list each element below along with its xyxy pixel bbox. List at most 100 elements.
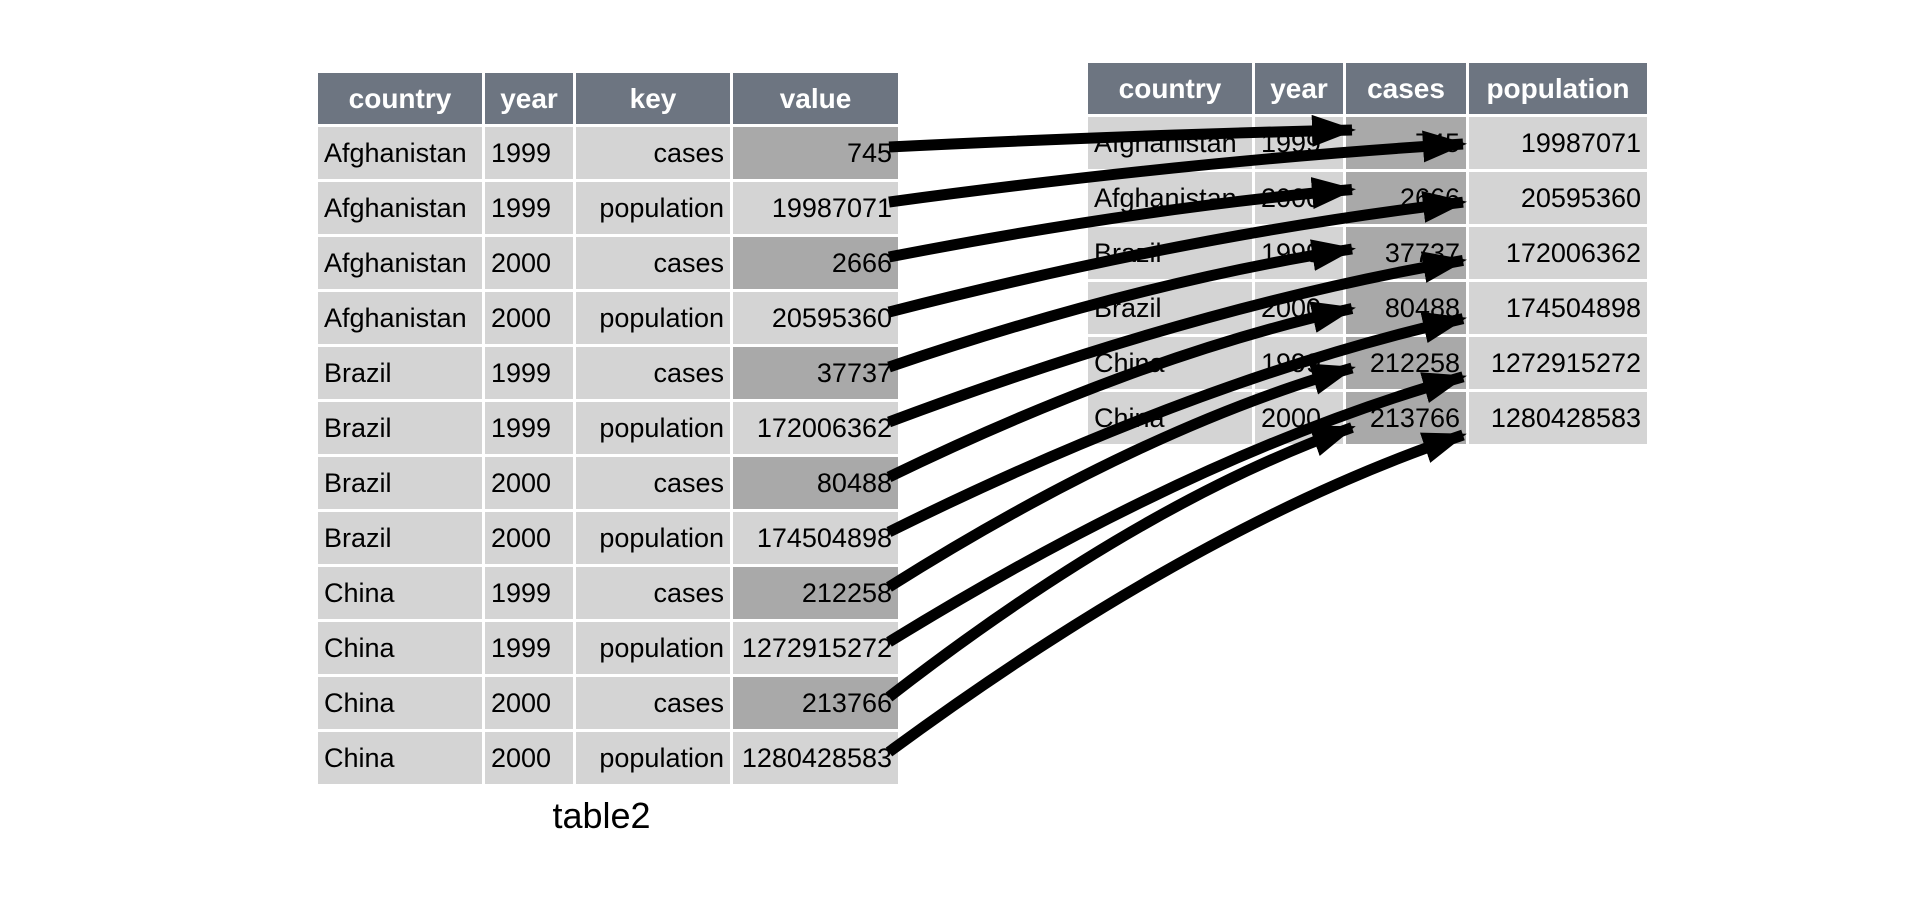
- column-header: year: [1255, 63, 1343, 114]
- table-cell: population: [576, 732, 730, 784]
- table-cell: Afghanistan: [1088, 117, 1252, 169]
- table-cell: 174504898: [733, 512, 898, 564]
- table-cell: 20595360: [733, 292, 898, 344]
- table-cell: 1272915272: [1469, 337, 1647, 389]
- table-cell: 2000: [485, 732, 573, 784]
- table-cell: Brazil: [318, 347, 482, 399]
- highlighted-value-cell: 212258: [1346, 337, 1466, 389]
- table-row: Afghanistan 2000 population 20595360: [318, 292, 898, 344]
- value-arrow: [885, 429, 1467, 757]
- table-row: China 2000 213766 1280428583: [1088, 392, 1647, 444]
- column-header: country: [318, 73, 482, 124]
- column-header: key: [576, 73, 730, 124]
- table-cell: population: [576, 512, 730, 564]
- table-cell: population: [576, 622, 730, 674]
- table-cell: China: [318, 567, 482, 619]
- table-cell: population: [576, 402, 730, 454]
- table-cell: 2000: [485, 677, 573, 729]
- highlighted-value-cell: 213766: [733, 677, 898, 729]
- table2-body: Afghanistan 1999 cases 745 Afghanistan 1999 po…: [318, 127, 898, 784]
- table-row: Brazil 2000 cases 80488: [318, 457, 898, 509]
- table-cell: 2000: [1255, 392, 1343, 444]
- column-header: population: [1469, 63, 1647, 114]
- table2-header-row: country year key value: [318, 73, 898, 124]
- table-cell: China: [318, 732, 482, 784]
- table-cell: Brazil: [318, 457, 482, 509]
- table-cell: 1999: [485, 402, 573, 454]
- table-cell: 1272915272: [733, 622, 898, 674]
- table-row: China 2000 population 1280428583: [318, 732, 898, 784]
- column-header: value: [733, 73, 898, 124]
- table-row: China 1999 population 1272915272: [318, 622, 898, 674]
- table-cell: 2000: [485, 292, 573, 344]
- table-cell: Brazil: [1088, 282, 1252, 334]
- header-row: country year cases population: [1088, 63, 1647, 114]
- table-cell: China: [1088, 337, 1252, 389]
- header-row: country year key value: [318, 73, 898, 124]
- table-row: China 2000 cases 213766: [318, 677, 898, 729]
- table-cell: population: [576, 182, 730, 234]
- table-cell: Afghanistan: [318, 292, 482, 344]
- table-row: Brazil 2000 80488 174504898: [1088, 282, 1647, 334]
- table-cell: 2000: [485, 457, 573, 509]
- table-cell: 2000: [1255, 282, 1343, 334]
- table-cell: China: [318, 677, 482, 729]
- table-cell: 1999: [485, 127, 573, 179]
- column-header: cases: [1346, 63, 1466, 114]
- table-row: Brazil 1999 37737 172006362: [1088, 227, 1647, 279]
- table-cell: 1999: [485, 182, 573, 234]
- value-arrow: [885, 422, 1356, 702]
- table-cell: 174504898: [1469, 282, 1647, 334]
- table-cell: 2000: [485, 237, 573, 289]
- highlighted-value-cell: 37737: [1346, 227, 1466, 279]
- table-row: China 1999 cases 212258: [318, 567, 898, 619]
- table-cell: Afghanistan: [318, 182, 482, 234]
- table-cell: 19987071: [1469, 117, 1647, 169]
- highlighted-value-cell: 2666: [1346, 172, 1466, 224]
- table-cell: 19987071: [733, 182, 898, 234]
- table-cell: 1999: [485, 347, 573, 399]
- table-cell: cases: [576, 567, 730, 619]
- table-row: Brazil 2000 population 174504898: [318, 512, 898, 564]
- table-cell: cases: [576, 237, 730, 289]
- table-cell: China: [1088, 392, 1252, 444]
- highlighted-value-cell: 213766: [1346, 392, 1466, 444]
- table-cell: 1999: [1255, 227, 1343, 279]
- table-row: Afghanistan 2000 2666 20595360: [1088, 172, 1647, 224]
- highlighted-value-cell: 745: [733, 127, 898, 179]
- table-row: Afghanistan 1999 population 19987071: [318, 182, 898, 234]
- table-cell: population: [576, 292, 730, 344]
- table-row: Afghanistan 2000 cases 2666: [318, 237, 898, 289]
- table-cell: cases: [576, 347, 730, 399]
- table-cell: 1280428583: [733, 732, 898, 784]
- table-cell: Brazil: [318, 512, 482, 564]
- table-cell: 1999: [1255, 337, 1343, 389]
- table-cell: Afghanistan: [318, 237, 482, 289]
- highlighted-value-cell: 212258: [733, 567, 898, 619]
- highlighted-value-cell: 80488: [1346, 282, 1466, 334]
- table-cell: 2000: [485, 512, 573, 564]
- wide-table-header-row: country year cases population: [1088, 63, 1647, 114]
- column-header: country: [1088, 63, 1252, 114]
- highlighted-value-cell: 2666: [733, 237, 898, 289]
- table-row: Brazil 1999 cases 37737: [318, 347, 898, 399]
- table-cell: Afghanistan: [318, 127, 482, 179]
- wide-table-body: Afghanistan 1999 745 19987071 Afghanistan 200…: [1088, 117, 1647, 444]
- table-cell: 1999: [485, 622, 573, 674]
- table-cell: 172006362: [1469, 227, 1647, 279]
- table-cell: 1280428583: [1469, 392, 1647, 444]
- table-row: Brazil 1999 population 172006362: [318, 402, 898, 454]
- table-cell: cases: [576, 457, 730, 509]
- table-cell: 1999: [485, 567, 573, 619]
- table-cell: 2000: [1255, 172, 1343, 224]
- table-cell: 172006362: [733, 402, 898, 454]
- column-header: year: [485, 73, 573, 124]
- highlighted-value-cell: 80488: [733, 457, 898, 509]
- table-cell: Afghanistan: [1088, 172, 1252, 224]
- table-row: Afghanistan 1999 cases 745: [318, 127, 898, 179]
- highlighted-value-cell: 745: [1346, 117, 1466, 169]
- table-cell: 1999: [1255, 117, 1343, 169]
- table2-caption: table2: [552, 795, 651, 836]
- table-row: Afghanistan 1999 745 19987071: [1088, 117, 1647, 169]
